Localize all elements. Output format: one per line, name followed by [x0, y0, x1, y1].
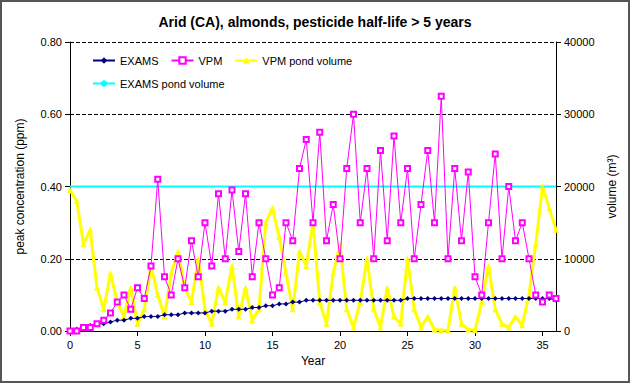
svg-text:0.00: 0.00 — [41, 325, 62, 337]
svg-text:Year: Year — [301, 354, 325, 368]
svg-text:0.40: 0.40 — [41, 181, 62, 193]
svg-text:15: 15 — [266, 339, 278, 351]
svg-text:Arid (CA), almonds, pesticide: Arid (CA), almonds, pesticide half-life … — [158, 14, 471, 30]
svg-text:peak concentration (ppm): peak concentration (ppm) — [13, 118, 27, 254]
svg-text:0.80: 0.80 — [41, 36, 62, 48]
svg-text:0.20: 0.20 — [41, 253, 62, 265]
svg-text:5: 5 — [134, 339, 140, 351]
svg-text:0.60: 0.60 — [41, 108, 62, 120]
svg-text:20000: 20000 — [564, 181, 595, 193]
svg-text:30000: 30000 — [564, 108, 595, 120]
svg-text:10000: 10000 — [564, 253, 595, 265]
svg-text:volume (m³): volume (m³) — [605, 154, 619, 218]
svg-text:0: 0 — [67, 339, 73, 351]
svg-text:0: 0 — [564, 325, 570, 337]
svg-text:VPM pond volume: VPM pond volume — [262, 55, 352, 67]
svg-text:25: 25 — [401, 339, 413, 351]
svg-text:10: 10 — [199, 339, 211, 351]
svg-text:EXAMS: EXAMS — [120, 55, 159, 67]
svg-text:20: 20 — [334, 339, 346, 351]
svg-text:40000: 40000 — [564, 36, 595, 48]
svg-text:EXAMS pond volume: EXAMS pond volume — [120, 78, 225, 90]
svg-text:30: 30 — [469, 339, 481, 351]
svg-text:35: 35 — [536, 339, 548, 351]
svg-text:VPM: VPM — [199, 55, 223, 67]
